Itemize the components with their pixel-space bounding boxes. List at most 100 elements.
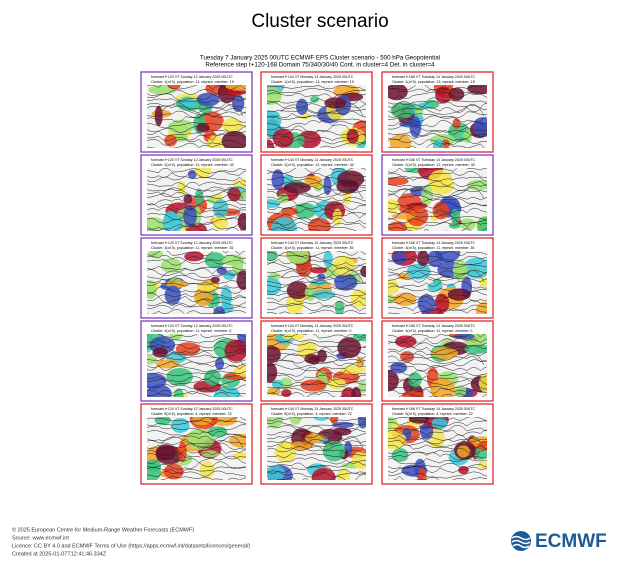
geopotential-contour [147, 216, 246, 225]
geopotential-contour [267, 133, 366, 141]
panel: forecast t+168 VT Tuesday 14 January 202… [381, 237, 494, 319]
geopotential-contour [147, 259, 246, 266]
panel-header: forecast t+120 VT Sunday 12 January 2025… [151, 241, 233, 245]
geopotential-contour [267, 98, 366, 105]
anomaly-shading [281, 389, 292, 397]
logo: ECMWF [511, 531, 607, 552]
geopotential-contour [388, 304, 487, 312]
anomaly-shading [271, 379, 284, 390]
geopotential-contour [267, 251, 366, 257]
anomaly-shading [391, 448, 409, 463]
anomaly-shading [458, 466, 469, 475]
anomaly-shading [421, 184, 433, 206]
geopotential-contour [388, 475, 487, 480]
geopotential-contour [147, 114, 246, 123]
geopotential-contour [388, 375, 487, 381]
geopotential-contour [147, 142, 242, 148]
geopotential-contour [388, 175, 487, 182]
geopotential-contour [388, 258, 487, 265]
geopotential-contour [147, 291, 246, 299]
geopotential-contour [147, 176, 246, 183]
geopotential-contour [388, 295, 487, 302]
geopotential-contour [267, 295, 366, 303]
geopotential-contour [388, 138, 487, 146]
anomaly-shading [187, 169, 197, 179]
coastline [160, 187, 244, 200]
panel-header: forecast t+144 VT Monday 13 January 2025… [271, 75, 354, 79]
anomaly-shading [223, 270, 236, 280]
geopotential-contour [267, 470, 366, 478]
anomaly-shading [390, 361, 408, 374]
coastline [280, 104, 364, 117]
geopotential-contour [267, 280, 366, 289]
map [267, 334, 366, 397]
geopotential-contour [388, 211, 487, 220]
panel: forecast t+120 VT Sunday 12 January 2025… [140, 320, 253, 402]
geopotential-contour [388, 97, 487, 105]
anomaly-shading [274, 444, 297, 463]
geopotential-contour [388, 120, 487, 128]
panel-header: Cluster: 4(of 5), population: 11, reprsn… [392, 329, 472, 333]
anomaly-shading [329, 417, 339, 424]
panel-header: forecast t+120 VT Sunday 12 January 2025… [151, 407, 233, 411]
panel-header: Cluster: 4(of 5), population: 11, reprsn… [271, 329, 351, 333]
geopotential-contour [147, 354, 246, 363]
geopotential-contour [267, 115, 366, 124]
geopotential-contour [388, 171, 487, 179]
map [147, 168, 246, 231]
panel-header: Cluster: 5(of 5), population: 4, reprsnt… [151, 412, 232, 416]
anomaly-shading [282, 334, 305, 341]
geopotential-contour [147, 442, 246, 450]
anomaly-shading [194, 188, 204, 206]
coastline [401, 187, 485, 200]
anomaly-shading [155, 444, 176, 461]
geopotential-contour [267, 168, 366, 174]
geopotential-contour [388, 251, 487, 256]
anomaly-shading [183, 205, 197, 227]
geopotential-contour [267, 433, 366, 440]
panel: forecast t+120 VT Sunday 12 January 2025… [140, 154, 253, 236]
panel-header: Cluster: 5(of 5), population: 4, reprsnt… [271, 412, 352, 416]
geopotential-contour [388, 299, 487, 306]
geopotential-contour [267, 452, 366, 459]
anomaly-shading [355, 356, 365, 368]
geopotential-contour [267, 138, 366, 146]
anomaly-shading [154, 105, 163, 127]
geopotential-contour [147, 212, 246, 221]
anomaly-shading [267, 139, 275, 148]
anomaly-shading [197, 282, 219, 291]
anomaly-shading [147, 459, 162, 473]
panel-header: Cluster: 1(of 5), population: 13, reprsn… [151, 80, 234, 84]
geopotential-contour [147, 337, 246, 344]
anomaly-shading [232, 94, 245, 113]
panel-header: forecast t+168 VT Tuesday 14 January 202… [392, 75, 476, 79]
panel-header: forecast t+120 VT Sunday 12 January 2025… [151, 75, 233, 79]
geopotential-contour [147, 461, 246, 470]
anomaly-shading [194, 287, 213, 307]
geopotential-contour [388, 382, 487, 391]
geopotential-contour [147, 282, 246, 289]
anomaly-shading [464, 343, 487, 354]
geopotential-contour [388, 115, 487, 123]
geopotential-contour [388, 133, 487, 141]
anomaly-shading [417, 251, 429, 267]
anomaly-shading [186, 428, 215, 451]
geopotential-contour [388, 466, 487, 473]
anomaly-shading [463, 257, 487, 279]
anomaly-shading [204, 369, 222, 386]
geopotential-contour [147, 130, 246, 137]
map [147, 85, 246, 148]
geopotential-contour [267, 428, 366, 436]
geopotential-contour [388, 290, 487, 299]
map [388, 168, 487, 231]
anomaly-shading [308, 175, 323, 188]
geopotential-contour [388, 388, 487, 395]
geopotential-contour [147, 388, 246, 395]
geopotential-contour [267, 176, 366, 184]
geopotential-contour [147, 268, 246, 276]
anomaly-shading [454, 334, 475, 340]
geopotential-contour [267, 387, 366, 394]
geopotential-contour [147, 125, 246, 133]
geopotential-contour [388, 420, 487, 427]
geopotential-contour [147, 309, 246, 314]
